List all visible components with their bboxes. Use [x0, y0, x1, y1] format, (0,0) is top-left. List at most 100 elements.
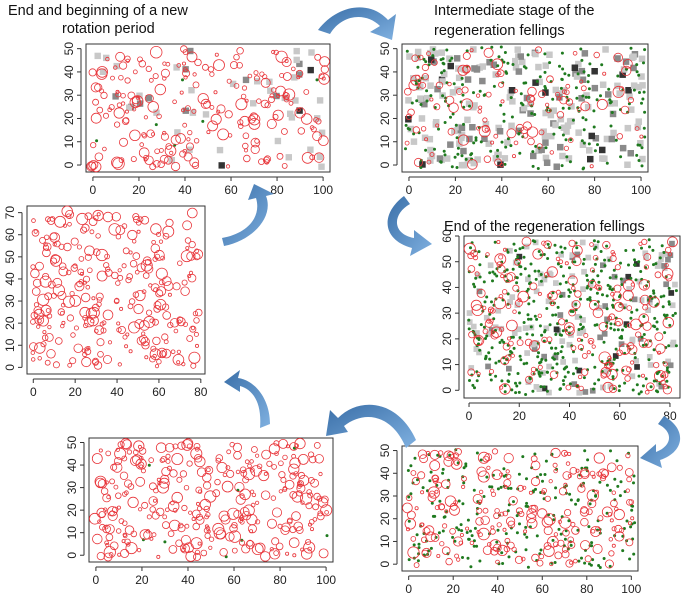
gap-cell: [455, 123, 462, 131]
seedling-point: [494, 361, 498, 365]
tree-circle: [463, 242, 476, 255]
tree-circle: [507, 336, 512, 341]
gap-cell: [470, 323, 477, 330]
seedling-point: [642, 126, 646, 130]
tree-circle: [156, 286, 167, 297]
tree-circle: [162, 76, 167, 81]
gap-cell: [274, 137, 282, 145]
tree-circle: [484, 453, 493, 462]
tree-circle: [131, 239, 137, 244]
tree-circle: [269, 93, 275, 99]
y-tick-label: 10: [3, 338, 17, 352]
gap-cell: [608, 135, 616, 143]
tree-circle: [407, 546, 420, 559]
tree-circle: [528, 504, 537, 514]
tree-circle: [282, 72, 292, 81]
gap-cell: [464, 116, 471, 124]
tree-circle: [558, 487, 568, 496]
gap-cell: [579, 141, 587, 148]
tree-circle: [212, 522, 225, 535]
seedling-point: [500, 338, 504, 342]
tree-circle: [554, 91, 561, 98]
tree-circle: [89, 229, 95, 235]
tree-circle: [247, 463, 252, 469]
tree-circle: [600, 475, 607, 482]
tree-circle: [476, 530, 481, 535]
seedling-point: [662, 251, 666, 254]
tree-circle: [246, 539, 254, 547]
seedling-point: [642, 333, 646, 336]
seedling-point: [618, 384, 621, 388]
tree-circle: [40, 341, 47, 348]
tree-circle: [245, 540, 255, 550]
gap-cell: [461, 66, 468, 73]
seedling-point: [511, 267, 515, 271]
tree-circle: [425, 450, 431, 456]
gap-cell: [187, 47, 194, 55]
tree-circle: [524, 338, 533, 347]
tree-circle: [516, 339, 524, 347]
tree-circle: [613, 508, 625, 521]
seedling-point: [539, 253, 543, 257]
tree-circle: [168, 545, 178, 554]
seedling-point: [424, 148, 428, 152]
tree-circle: [79, 271, 84, 276]
tree-circle: [215, 529, 226, 540]
seedling-point: [473, 526, 477, 530]
gap-cell: [663, 281, 669, 288]
tree-circle: [53, 240, 61, 248]
seedling-point: [574, 502, 578, 506]
seedling-point: [611, 375, 615, 379]
tree-circle: [511, 546, 517, 552]
tree-circle: [42, 334, 49, 341]
tree-circle: [87, 267, 93, 274]
seedling-point: [545, 307, 549, 310]
seedling-point: [496, 487, 500, 491]
seedling-point: [461, 83, 464, 87]
tree-circle: [160, 255, 166, 261]
seedling-point: [637, 159, 641, 162]
tree-circle: [499, 511, 505, 517]
tree-circle: [182, 220, 193, 231]
seedling-point: [468, 379, 471, 382]
seedling-point: [635, 63, 639, 67]
seedling-point: [585, 274, 589, 277]
seedling-point: [443, 121, 447, 124]
tree-circle: [148, 77, 154, 83]
gap-cell: [486, 331, 492, 337]
gap-cell: [574, 314, 581, 320]
y-tick-label: 30: [378, 489, 392, 503]
tree-circle: [517, 297, 522, 303]
seedling-point: [469, 246, 472, 250]
tree-circle: [131, 454, 143, 465]
tree-circle: [91, 453, 103, 464]
tree-circle: [563, 482, 568, 487]
seedling-point: [502, 474, 506, 478]
seedling-point: [649, 385, 653, 389]
tree-circle: [318, 135, 329, 147]
gap-cell: [410, 75, 417, 82]
seedling-point: [489, 149, 493, 153]
seedling-point: [516, 372, 520, 375]
seedling-point: [616, 328, 620, 332]
tree-circle: [82, 314, 89, 321]
tree-circle: [118, 518, 125, 524]
seedling-point: [454, 123, 458, 127]
tree-circle: [474, 271, 480, 277]
gap-cell: [585, 254, 592, 261]
seedling-point: [597, 564, 601, 567]
seedling-point: [581, 94, 585, 98]
y-tick-label: 0: [62, 161, 76, 168]
gap-cell: [466, 319, 473, 325]
gap-cell: [293, 47, 300, 55]
tree-circle: [84, 348, 92, 356]
tree-circle: [277, 523, 283, 529]
tree-circle: [450, 458, 463, 470]
tree-circle: [420, 126, 427, 132]
gap-cell: [611, 273, 618, 280]
tree-circle: [300, 500, 305, 505]
gap-cell: [605, 91, 612, 98]
gap-cell: [145, 95, 153, 102]
tree-circle: [251, 543, 264, 555]
seedling-point: [539, 273, 543, 276]
